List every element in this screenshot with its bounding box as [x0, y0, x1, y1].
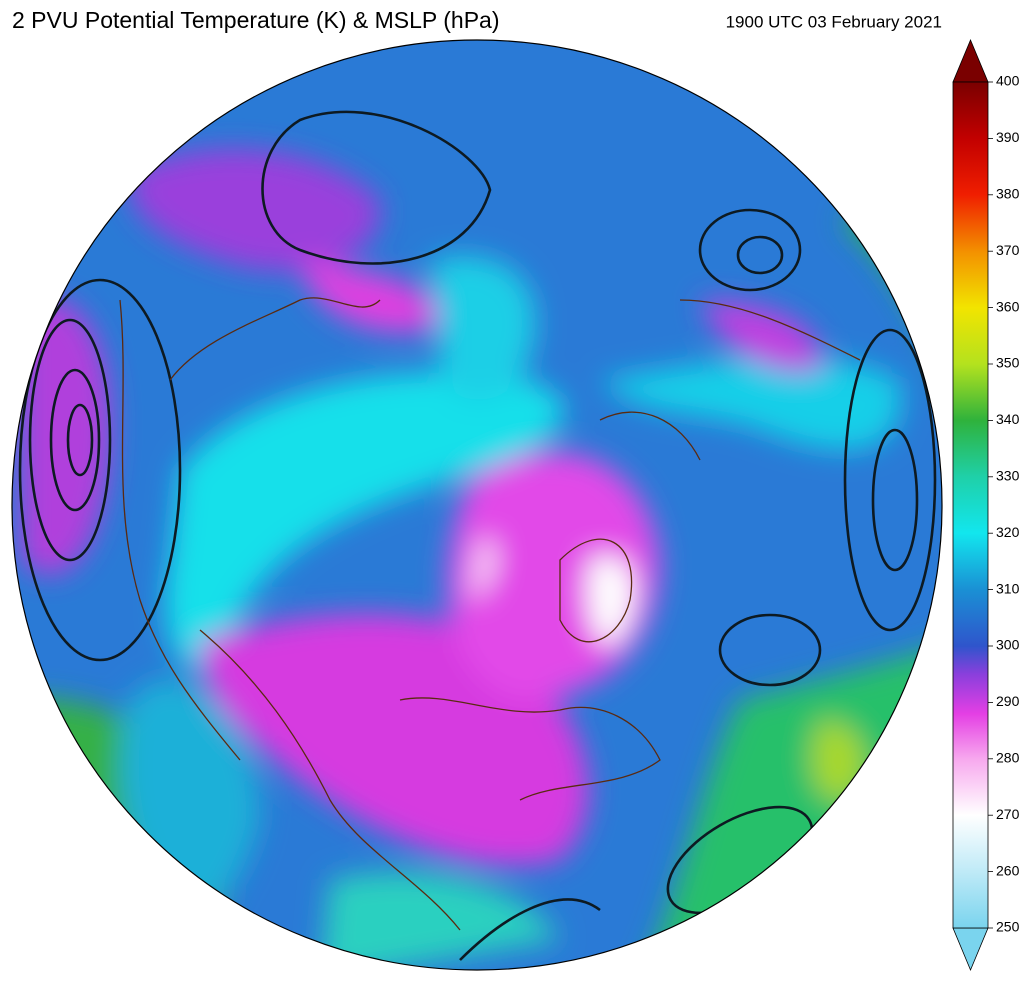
globe-edge [11, 39, 943, 971]
colorbar-tick-label: 330 [996, 468, 1020, 484]
colorbar-tick-label: 390 [996, 129, 1020, 145]
colorbar-max-extend [952, 38, 989, 83]
colorbar-tick-label: 270 [996, 806, 1020, 822]
colorbar-tick-label: 320 [996, 524, 1020, 540]
colorbar-tick-label: 400 [996, 73, 1020, 89]
colorbar-tick-label: 380 [996, 186, 1020, 202]
title: 2 PVU Potential Temperature (K) & MSLP (… [12, 7, 499, 33]
colorbar-tick-label: 340 [996, 411, 1020, 427]
colorbar-tick-label: 370 [996, 242, 1020, 258]
colorbar-tick-label: 300 [996, 637, 1020, 653]
colorbar: 250 260 270 280 290 300 310 320 330 340 350 360 370 3… [952, 38, 1020, 972]
globe [12, 40, 942, 970]
colorbar-tick-label: 350 [996, 355, 1020, 371]
colorbar-body [952, 81, 989, 929]
colorbar-tick-label: 280 [996, 750, 1020, 766]
timestamp: 1900 UTC 03 February 2021 [726, 12, 942, 31]
colorbar-tick-label: 290 [996, 693, 1020, 709]
colorbar-tick-label: 260 [996, 862, 1020, 878]
colorbar-tick-label: 310 [996, 580, 1020, 596]
colorbar-min-extend [952, 927, 989, 972]
colorbar-tick-label: 250 [996, 919, 1020, 935]
colorbar-tick-label: 360 [996, 298, 1020, 314]
